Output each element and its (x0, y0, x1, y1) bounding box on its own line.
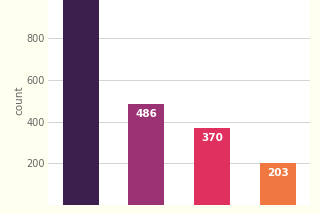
Bar (63, 0, 99, 205)
Text: 203: 203 (267, 168, 288, 178)
Bar (260, 163, 296, 205)
Bar (128, 104, 164, 205)
Text: 486: 486 (135, 109, 157, 119)
Text: 370: 370 (201, 133, 223, 143)
Bar (194, 128, 230, 205)
Y-axis label: count: count (14, 86, 24, 115)
